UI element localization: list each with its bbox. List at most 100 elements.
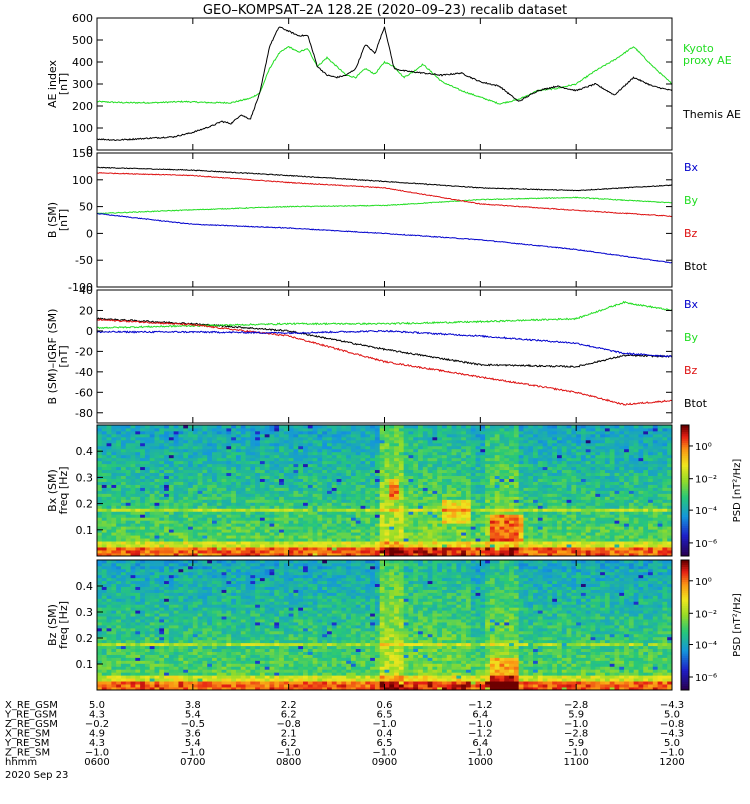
psd-cell: [313, 517, 318, 520]
psd-cell: [159, 532, 164, 535]
psd-cell: [615, 493, 620, 496]
psd-cell: [159, 529, 164, 532]
psd-cell: [408, 425, 413, 428]
psd-cell: [193, 461, 198, 464]
psd-cell: [178, 514, 183, 517]
psd-cell: [202, 431, 207, 434]
psd-cell: [97, 541, 102, 544]
psd-cell: [619, 431, 624, 434]
psd-cell: [135, 550, 140, 553]
psd-cell: [207, 550, 212, 553]
psd-cell: [432, 547, 437, 550]
psd-cell: [317, 505, 322, 508]
psd-cell: [193, 455, 198, 458]
psd-cell: [370, 425, 375, 428]
psd-cell: [222, 499, 227, 502]
psd-cell: [183, 496, 188, 499]
psd-cell: [610, 523, 615, 526]
psd-cell: [121, 440, 126, 443]
psd-cell: [514, 491, 519, 494]
psd-cell: [380, 446, 385, 449]
psd-cell: [600, 482, 605, 485]
psd-cell: [624, 520, 629, 523]
psd-cell: [557, 493, 562, 496]
psd-cell: [408, 467, 413, 470]
psd-cell: [370, 508, 375, 511]
psd-cell: [591, 508, 596, 511]
psd-cell: [284, 541, 289, 544]
psd-cell: [557, 547, 562, 550]
psd-cell: [423, 449, 428, 452]
psd-cell: [351, 470, 356, 473]
psd-cell: [428, 505, 433, 508]
psd-cell: [509, 452, 514, 455]
psd-cell: [452, 529, 457, 532]
psd-cell: [581, 467, 586, 470]
psd-cell: [571, 544, 576, 547]
psd-cell: [217, 461, 222, 464]
psd-cell: [107, 523, 112, 526]
psd-cell: [260, 428, 265, 431]
psd-cell: [351, 473, 356, 476]
psd-cell: [97, 443, 102, 446]
psd-cell: [385, 482, 390, 485]
psd-cell: [250, 461, 255, 464]
psd-cell: [169, 425, 174, 428]
psd-cell: [394, 535, 399, 538]
psd-cell: [337, 547, 342, 550]
psd-cell: [404, 455, 409, 458]
psd-cell: [337, 428, 342, 431]
psd-cell: [552, 491, 557, 494]
psd-cell: [260, 544, 265, 547]
psd-cell: [389, 508, 394, 511]
psd-cell: [217, 434, 222, 437]
psd-cell: [97, 488, 102, 491]
psd-cell: [404, 520, 409, 523]
psd-cell: [504, 428, 509, 431]
psd-cell: [111, 496, 116, 499]
psd-cell: [490, 467, 495, 470]
psd-cell: [274, 550, 279, 553]
psd-cell: [615, 520, 620, 523]
psd-cell: [226, 523, 231, 526]
psd-cell: [270, 479, 275, 482]
psd-cell: [581, 437, 586, 440]
psd-cell: [202, 511, 207, 514]
psd-cell: [389, 520, 394, 523]
psd-cell: [595, 443, 600, 446]
psd-cell: [418, 499, 423, 502]
psd-cell: [519, 547, 524, 550]
psd-cell: [528, 511, 533, 514]
psd-cell: [116, 550, 121, 553]
psd-cell: [308, 491, 313, 494]
psd-cell: [428, 520, 433, 523]
psd-cell: [509, 538, 514, 541]
psd-cell: [562, 550, 567, 553]
psd-cell: [447, 467, 452, 470]
psd-cell: [408, 535, 413, 538]
psd-cell: [452, 458, 457, 461]
psd-cell: [476, 520, 481, 523]
psd-cell: [528, 425, 533, 428]
psd-cell: [327, 482, 332, 485]
psd-cell: [399, 550, 404, 553]
psd-cell: [394, 502, 399, 505]
psd-cell: [547, 431, 552, 434]
series-themis-ae: [97, 27, 672, 141]
psd-cell: [317, 514, 322, 517]
psd-cell: [135, 464, 140, 467]
psd-cell: [356, 449, 361, 452]
psd-cell: [461, 541, 466, 544]
psd-cell: [217, 446, 222, 449]
psd-cell: [571, 452, 576, 455]
psd-cell: [543, 514, 548, 517]
psd-cell: [547, 517, 552, 520]
psd-cell: [222, 526, 227, 529]
psd-cell: [591, 455, 596, 458]
plot-frame: [97, 153, 672, 287]
psd-cell: [533, 544, 538, 547]
psd-cell: [317, 538, 322, 541]
psd-cell: [495, 517, 500, 520]
psd-cell: [169, 470, 174, 473]
psd-cell: [432, 499, 437, 502]
